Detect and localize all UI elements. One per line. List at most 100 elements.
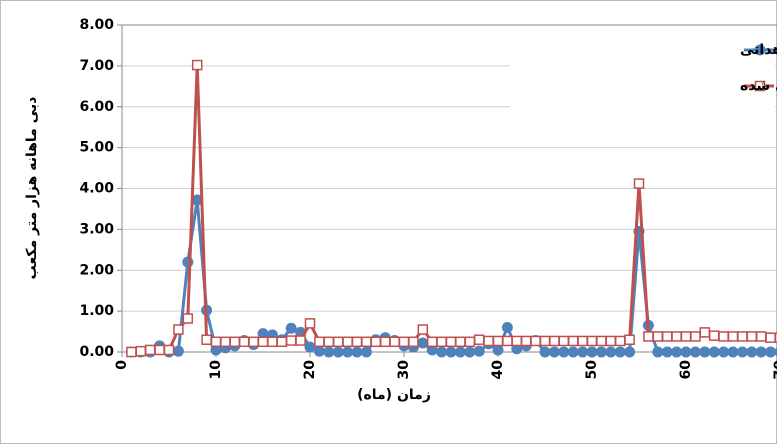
x-tick-label: 70 bbox=[772, 360, 777, 380]
data-point bbox=[332, 346, 344, 358]
data-point bbox=[689, 346, 701, 358]
data-point bbox=[737, 331, 748, 342]
y-tick-label: 6.00 bbox=[79, 99, 114, 115]
data-point bbox=[445, 346, 457, 358]
data-point bbox=[614, 335, 626, 347]
legend-marker bbox=[754, 80, 766, 92]
x-tick-label: 20 bbox=[302, 360, 318, 380]
x-axis-label: زمان (ماه) bbox=[357, 387, 431, 403]
data-point bbox=[342, 336, 353, 348]
data-point bbox=[652, 346, 664, 358]
data-point bbox=[445, 336, 457, 348]
data-point bbox=[408, 336, 419, 348]
data-point bbox=[426, 344, 438, 356]
data-point bbox=[614, 346, 626, 358]
data-point bbox=[285, 322, 297, 334]
data-point bbox=[727, 331, 739, 342]
data-point bbox=[191, 59, 203, 71]
data-point bbox=[426, 336, 438, 348]
data-point bbox=[690, 331, 701, 342]
data-point bbox=[314, 336, 325, 348]
data-point bbox=[285, 335, 297, 346]
data-point bbox=[304, 341, 316, 353]
data-point bbox=[624, 334, 635, 345]
data-point bbox=[492, 344, 504, 356]
data-point bbox=[708, 346, 720, 358]
x-tick-label: 60 bbox=[678, 360, 694, 380]
data-point bbox=[548, 346, 560, 358]
legend-marker bbox=[754, 44, 766, 56]
data-point bbox=[774, 347, 777, 357]
x-tick-label: 10 bbox=[208, 360, 224, 380]
y-tick-label: 0.00 bbox=[79, 344, 114, 360]
data-point bbox=[586, 335, 598, 347]
data-point bbox=[652, 331, 664, 342]
data-point bbox=[173, 324, 184, 335]
data-point bbox=[417, 324, 429, 335]
data-point bbox=[210, 336, 222, 348]
data-point bbox=[577, 335, 588, 347]
data-point bbox=[699, 346, 711, 358]
data-point bbox=[774, 332, 777, 343]
data-point bbox=[567, 346, 579, 358]
data-point bbox=[596, 335, 607, 347]
data-point bbox=[201, 334, 212, 345]
data-point bbox=[417, 337, 429, 349]
data-point bbox=[746, 346, 758, 358]
data-point bbox=[398, 336, 410, 348]
data-point bbox=[605, 335, 617, 347]
data-point bbox=[699, 327, 711, 338]
data-point bbox=[361, 336, 372, 348]
data-point bbox=[530, 335, 541, 347]
data-point bbox=[661, 346, 673, 358]
data-point bbox=[182, 256, 194, 268]
data-point bbox=[595, 346, 607, 358]
data-point bbox=[765, 346, 777, 358]
data-point bbox=[360, 346, 372, 358]
data-point bbox=[661, 331, 673, 342]
legend-label: دبی شبیه‌سازی شده bbox=[740, 78, 777, 94]
data-point bbox=[454, 346, 466, 358]
legend-box bbox=[510, 28, 775, 108]
data-point bbox=[464, 336, 476, 348]
data-point bbox=[135, 345, 147, 357]
data-point bbox=[313, 345, 325, 357]
data-point bbox=[455, 336, 466, 348]
data-point bbox=[210, 344, 222, 356]
data-point bbox=[755, 331, 767, 342]
data-point bbox=[351, 346, 363, 358]
plot-area: 0.00 1.00 2.00 3.00 4.00 5.00 6.00 7.00 8.00 0 10 2… bbox=[79, 17, 777, 379]
data-point bbox=[624, 346, 636, 358]
data-point bbox=[718, 331, 729, 342]
data-point bbox=[680, 346, 692, 358]
data-point bbox=[323, 336, 335, 348]
data-point bbox=[746, 331, 758, 342]
data-point bbox=[567, 335, 579, 347]
data-point bbox=[680, 331, 692, 342]
data-point bbox=[351, 336, 363, 348]
y-tick-label: 5.00 bbox=[79, 140, 114, 156]
data-point bbox=[332, 336, 344, 348]
data-point bbox=[182, 313, 194, 324]
data-point bbox=[727, 346, 739, 358]
data-point bbox=[257, 328, 269, 340]
data-point bbox=[172, 345, 184, 357]
data-point bbox=[163, 344, 175, 356]
y-axis-label: دبی ماهانه هزار متر مکعب bbox=[24, 97, 40, 280]
data-point bbox=[370, 336, 382, 348]
y-tick-label: 3.00 bbox=[79, 221, 114, 237]
data-point bbox=[586, 346, 598, 358]
data-point bbox=[708, 330, 720, 341]
data-point bbox=[238, 336, 250, 348]
data-point bbox=[126, 346, 137, 358]
data-point bbox=[276, 336, 288, 348]
data-point bbox=[558, 335, 570, 347]
data-point bbox=[323, 346, 335, 358]
data-point bbox=[765, 332, 776, 343]
y-tick-label: 7.00 bbox=[79, 58, 114, 74]
data-point bbox=[473, 345, 485, 357]
data-point bbox=[633, 178, 645, 189]
y-tick-label: 2.00 bbox=[79, 262, 114, 278]
data-point bbox=[257, 336, 269, 348]
